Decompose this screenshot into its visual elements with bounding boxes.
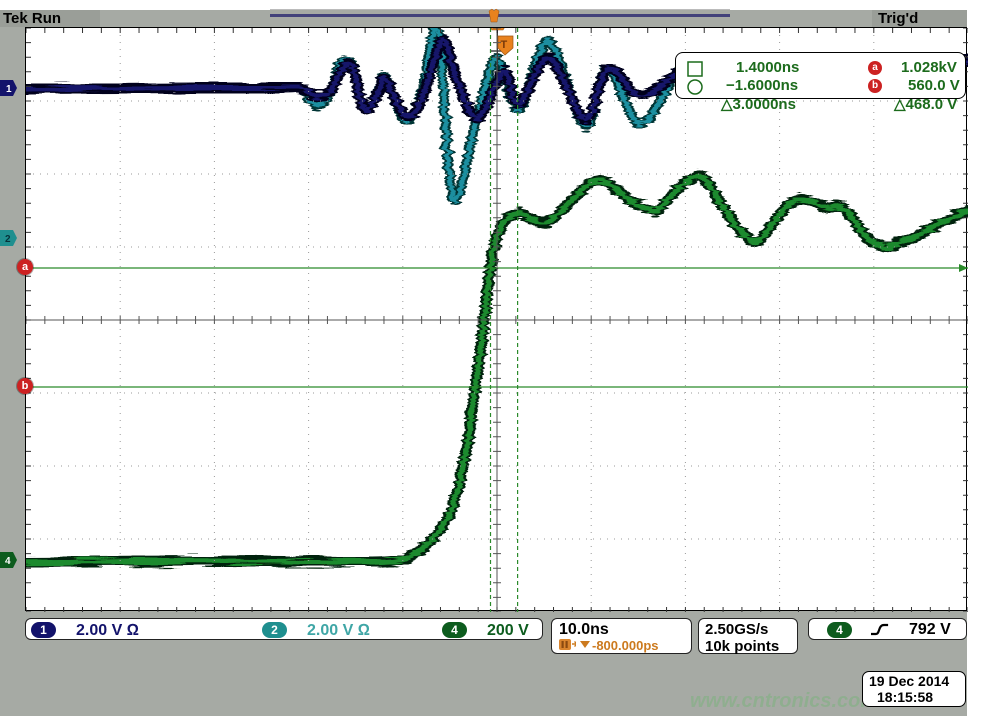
- svg-text:1: 1: [6, 84, 12, 95]
- svg-text:2: 2: [5, 234, 11, 245]
- svg-text:T: T: [501, 39, 508, 51]
- svg-text:4: 4: [5, 556, 11, 567]
